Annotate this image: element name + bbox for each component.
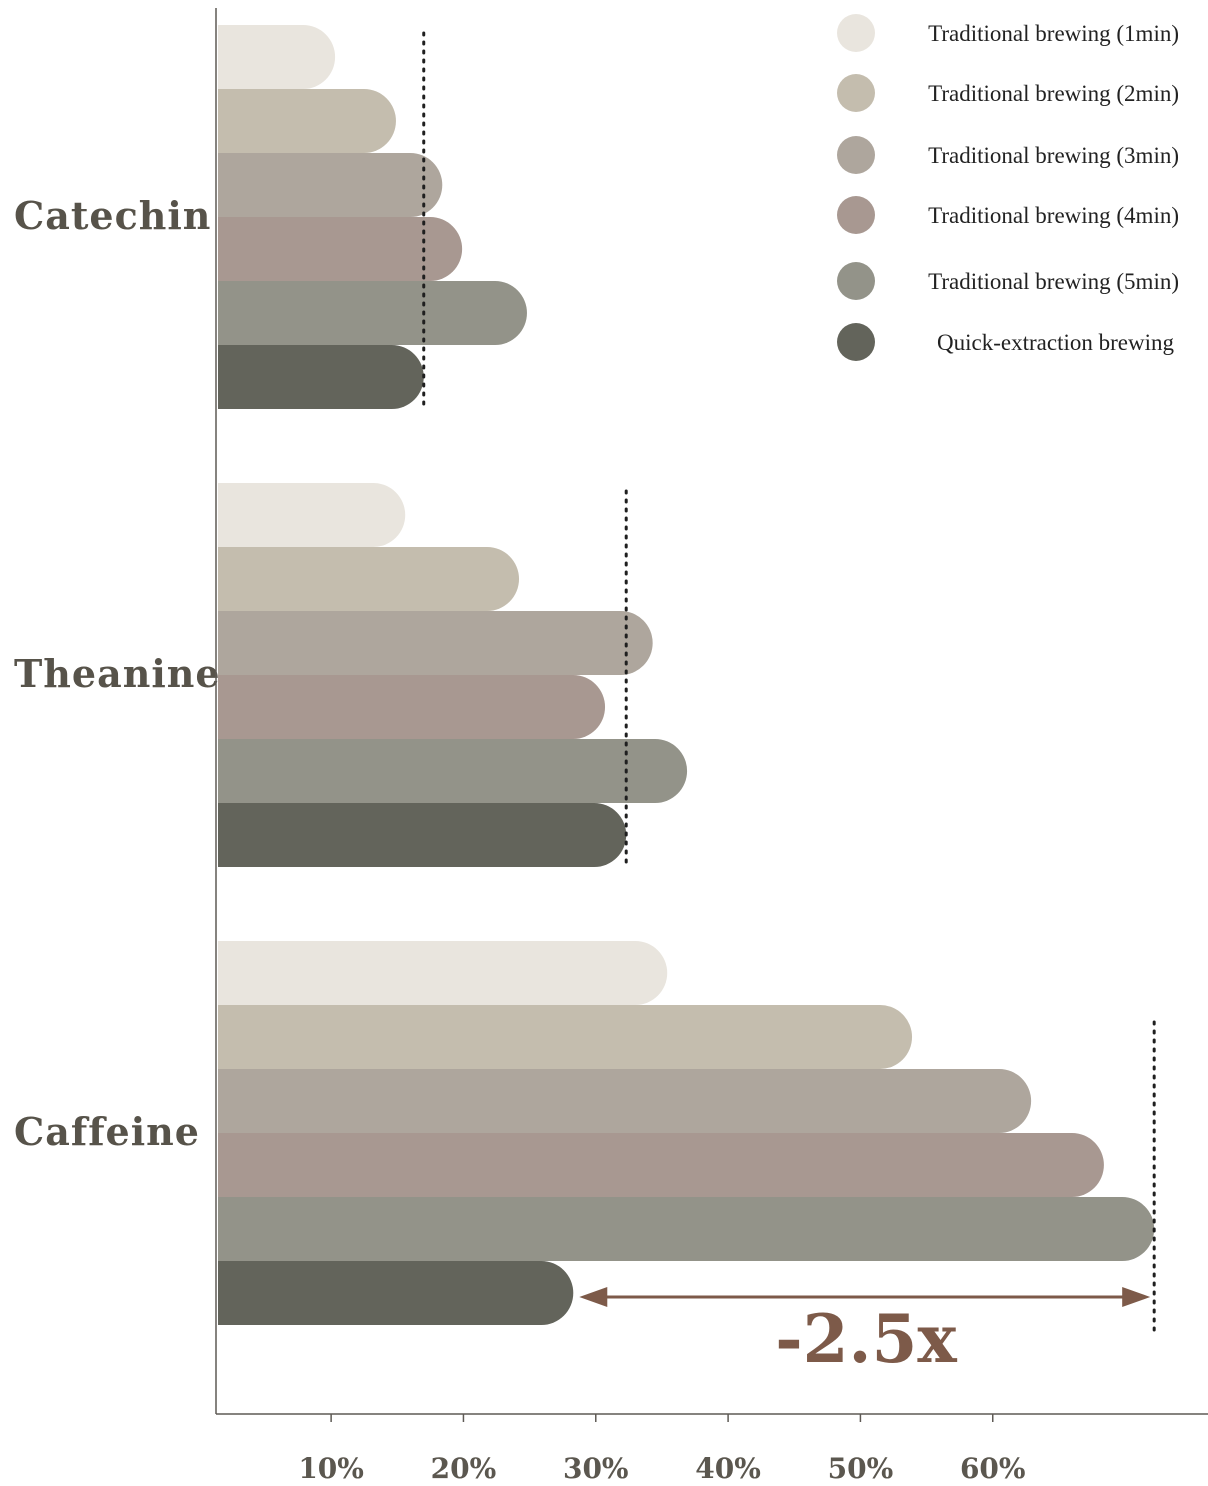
axes: 10% 20% 30% 40% 50% 60%	[215, 8, 1208, 1485]
bar-caffeine-3	[218, 1069, 1032, 1133]
x-tick-label: 50%	[828, 1452, 894, 1485]
legend-swatch-6	[837, 323, 875, 361]
bar-catechin-4	[218, 217, 463, 281]
bar-caffeine-5	[218, 1197, 1155, 1261]
category-label-caffeine: Caffeine	[14, 1109, 200, 1154]
bar-catechin-1	[218, 25, 336, 89]
annotation-arrowhead-right	[1122, 1287, 1151, 1307]
legend-label-4: Traditional brewing (4min)	[928, 203, 1179, 228]
bar-caffeine-6	[218, 1261, 574, 1325]
bar-theanine-3	[218, 611, 653, 675]
legend-swatch-3	[837, 136, 875, 174]
bar-theanine-1	[218, 483, 406, 547]
x-tick-label: 30%	[563, 1452, 629, 1485]
bar-caffeine-4	[218, 1133, 1104, 1197]
bar-theanine-2	[218, 547, 520, 611]
bar-caffeine-1	[218, 941, 668, 1005]
legend-swatch-5	[837, 262, 875, 300]
legend-label-6: Quick-extraction brewing	[937, 330, 1174, 355]
x-tick-label: 10%	[298, 1452, 364, 1485]
bar-catechin-3	[218, 153, 443, 217]
bar-catechin-5	[218, 281, 527, 345]
x-tick-label: 40%	[695, 1452, 761, 1485]
x-tick-label: 20%	[431, 1452, 497, 1485]
bar-theanine-6	[218, 803, 627, 867]
legend-swatch-2	[837, 74, 875, 112]
legend-label-1: Traditional brewing (1min)	[928, 21, 1179, 46]
bar-theanine-4	[218, 675, 606, 739]
reference-lines	[422, 31, 1156, 1338]
legend-swatch-1	[837, 14, 875, 52]
legend-label-3: Traditional brewing (3min)	[928, 143, 1179, 168]
bars-group: Catechin Theanine Caffeine	[14, 25, 1155, 1325]
category-label-theanine: Theanine	[14, 651, 221, 696]
legend-label-2: Traditional brewing (2min)	[928, 81, 1179, 106]
bar-theanine-5	[218, 739, 688, 803]
legend-label-5: Traditional brewing (5min)	[928, 269, 1179, 294]
category-label-catechin: Catechin	[14, 193, 211, 238]
bar-catechin-2	[218, 89, 396, 153]
legend: Traditional brewing (1min) Traditional br…	[837, 14, 1179, 361]
annotation-group: -2.5x	[579, 1287, 1151, 1378]
annotation-label: -2.5x	[775, 1300, 957, 1378]
bar-catechin-6	[218, 345, 424, 409]
bar-caffeine-2	[218, 1005, 913, 1069]
annotation-arrowhead-left	[579, 1287, 608, 1307]
x-tick-label: 60%	[960, 1452, 1026, 1485]
legend-swatch-4	[837, 196, 875, 234]
